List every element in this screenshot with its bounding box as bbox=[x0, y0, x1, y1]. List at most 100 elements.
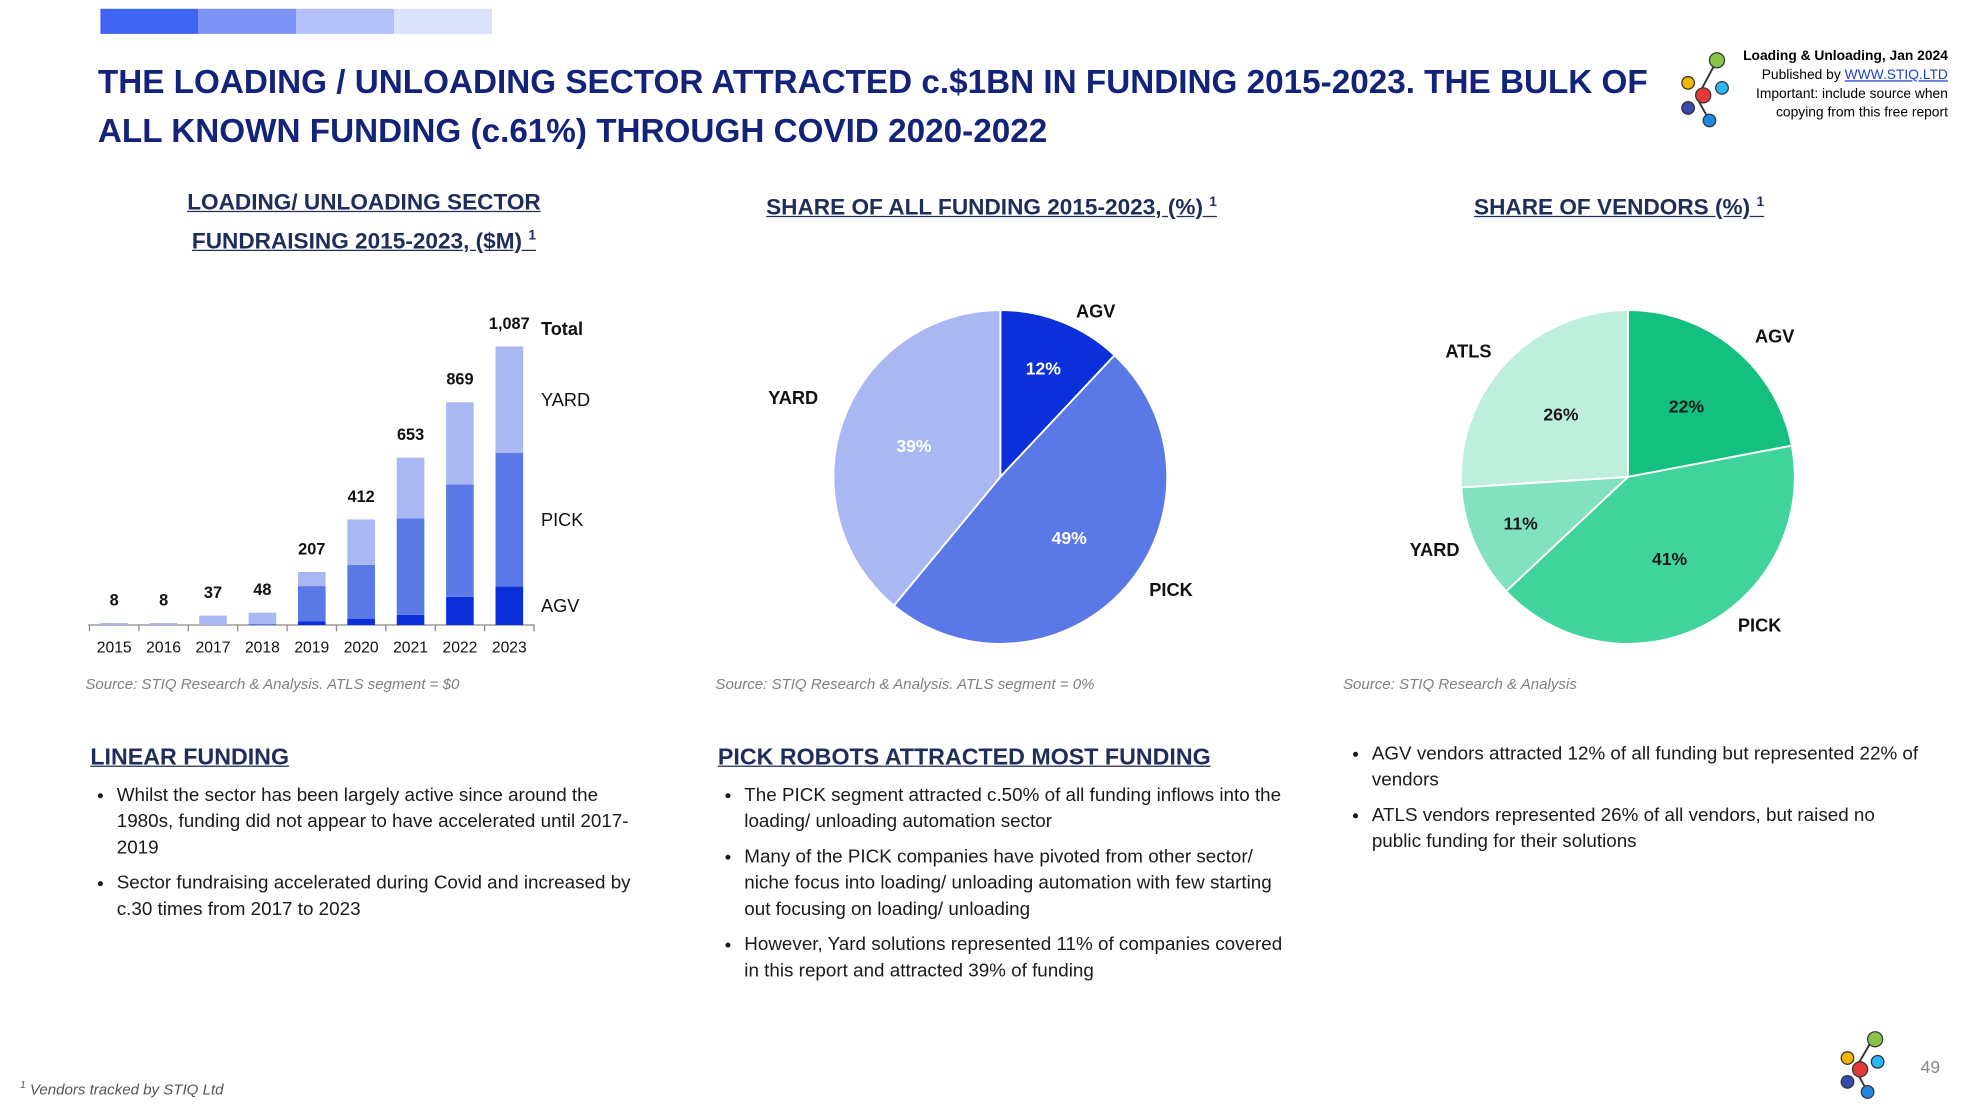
slice-label: 39% bbox=[896, 436, 932, 456]
total-label: 653 bbox=[397, 426, 424, 444]
bar-segment bbox=[495, 586, 524, 626]
bar-segment bbox=[149, 622, 178, 626]
total-label: 8 bbox=[159, 591, 168, 609]
x-tick-label: 2016 bbox=[146, 640, 181, 657]
deco-bar bbox=[394, 8, 492, 34]
footnote-text: Vendors tracked by STIQ Ltd bbox=[29, 1080, 224, 1099]
badge: Loading & Unloading, Jan 2024 Published … bbox=[1743, 48, 1948, 123]
category-label: YARD bbox=[768, 388, 818, 408]
bullet: The PICK segment attracted c.50% of all … bbox=[744, 782, 1284, 835]
bar-segment bbox=[347, 519, 375, 565]
bar-segment bbox=[495, 453, 524, 587]
footnote-ref: 1 bbox=[528, 228, 537, 244]
footnote: 1 Vendors tracked by STIQ Ltd bbox=[20, 1079, 223, 1098]
bar-segment bbox=[495, 346, 524, 454]
pie-slice bbox=[1504, 444, 1796, 645]
total-label: 48 bbox=[253, 581, 271, 599]
bar-segment bbox=[248, 612, 277, 624]
badge-line: Published by WWW.STIQ.LTD bbox=[1743, 67, 1948, 86]
source: Source: STIQ Research & Analysis bbox=[1342, 675, 1577, 693]
bar-segment bbox=[396, 457, 425, 519]
chart-title-text: LOADING/ UNLOADING SECTOR FUNDRAISING 20… bbox=[187, 189, 541, 254]
slide-title: THE LOADING / UNLOADING SECTOR ATTRACTED… bbox=[97, 62, 1648, 150]
bullet: AGV vendors attracted 12% of all funding… bbox=[1372, 741, 1924, 794]
pie-slice bbox=[832, 309, 1002, 607]
total-label: 8 bbox=[110, 591, 119, 609]
category-label: YARD bbox=[1410, 540, 1460, 560]
bullet: Whilst the sector has been largely activ… bbox=[117, 782, 644, 861]
bar-segment bbox=[396, 614, 425, 626]
bullet: ATLS vendors represented 26% of all vend… bbox=[1372, 802, 1924, 855]
link[interactable]: WWW.STIQ.LTD bbox=[1844, 67, 1948, 83]
slice-label: 11% bbox=[1504, 514, 1539, 534]
category-label: ATLS bbox=[1445, 342, 1491, 362]
bar-segment bbox=[347, 564, 375, 619]
logo bbox=[1681, 52, 1729, 128]
x-tick-label: 2020 bbox=[344, 640, 379, 657]
total-label: 869 bbox=[446, 371, 473, 389]
x-tick-label: 2021 bbox=[393, 640, 428, 657]
category-label: AGV bbox=[1076, 302, 1115, 322]
bullet-list: Whilst the sector has been largely activ… bbox=[90, 782, 643, 931]
series-label: AGV bbox=[541, 596, 580, 616]
bar-segment bbox=[248, 623, 277, 626]
total-label: 37 bbox=[204, 584, 222, 602]
chart-title-text: SHARE OF ALL FUNDING 2015-2023, (%) bbox=[766, 194, 1203, 220]
pie-slice bbox=[1626, 309, 1793, 479]
bar-segment bbox=[446, 402, 474, 485]
category-label: AGV bbox=[1755, 327, 1794, 347]
bar-segment bbox=[446, 484, 474, 597]
section-heading: LINEAR FUNDING bbox=[90, 743, 290, 770]
badge-title: Loading & Unloading, Jan 2024 bbox=[1743, 48, 1948, 65]
x-tick-label: 2018 bbox=[245, 640, 280, 657]
chart-title: LOADING/ UNLOADING SECTOR FUNDRAISING 20… bbox=[151, 186, 578, 259]
x-tick-label: 2023 bbox=[492, 640, 527, 657]
total-label: 207 bbox=[298, 540, 325, 558]
chart-title-text: SHARE OF VENDORS (%) bbox=[1473, 194, 1751, 220]
badge-note: copying from this free report bbox=[1776, 105, 1948, 121]
category-label: PICK bbox=[1738, 615, 1781, 635]
bullet-list: AGV vendors attracted 12% of all funding… bbox=[1345, 741, 1924, 864]
footnote-ref: 1 bbox=[1209, 194, 1217, 210]
slice-label: 49% bbox=[1052, 528, 1088, 548]
x-tick-label: 2017 bbox=[196, 640, 231, 657]
deco-bar bbox=[100, 8, 199, 34]
pie-slice bbox=[892, 353, 1169, 645]
footnote-ref: 1 bbox=[20, 1079, 26, 1091]
total-label: 412 bbox=[348, 488, 375, 506]
series-label: Total bbox=[541, 319, 583, 339]
deco-bar bbox=[198, 8, 297, 34]
series-label: PICK bbox=[541, 510, 583, 530]
page-number: 49 bbox=[1921, 1057, 1941, 1077]
bullet: Many of the PICK companies have pivoted … bbox=[744, 843, 1284, 922]
bar-segment bbox=[446, 596, 474, 626]
bar-segment bbox=[347, 618, 375, 626]
footnote-ref: 1 bbox=[1756, 194, 1765, 210]
section-heading: PICK ROBOTS ATTRACTED MOST FUNDING bbox=[717, 743, 1211, 770]
x-tick-label: 2015 bbox=[97, 640, 132, 657]
bar-segment bbox=[396, 518, 425, 615]
source: Source: STIQ Research & Analysis. ATLS s… bbox=[85, 675, 460, 693]
bar-segment bbox=[297, 621, 326, 626]
chart-title: SHARE OF ALL FUNDING 2015-2023, (%) 1 bbox=[678, 186, 1306, 225]
pie-slice bbox=[999, 309, 1116, 480]
bullet: Sector fundraising accelerated during Co… bbox=[117, 870, 644, 923]
bullet-list: The PICK segment attracted c.50% of all … bbox=[718, 782, 1284, 993]
slice-label: 26% bbox=[1543, 404, 1579, 424]
badge-note: Important: include source when bbox=[1756, 86, 1948, 102]
x-tick-label: 2022 bbox=[442, 640, 477, 657]
bar-segment bbox=[100, 622, 129, 626]
pie-slice bbox=[1460, 475, 1631, 593]
badge-text: Published by bbox=[1761, 67, 1841, 83]
logo bbox=[1840, 1031, 1885, 1099]
bar-segment bbox=[199, 615, 227, 626]
source: Source: STIQ Research & Analysis. ATLS s… bbox=[715, 675, 1095, 693]
bar-segment bbox=[297, 571, 326, 587]
chart-title: SHARE OF VENDORS (%) 1 bbox=[1368, 186, 1870, 225]
bar-segment bbox=[297, 586, 326, 622]
slice-label: 22% bbox=[1669, 396, 1705, 416]
x-tick-label: 2019 bbox=[294, 640, 329, 657]
